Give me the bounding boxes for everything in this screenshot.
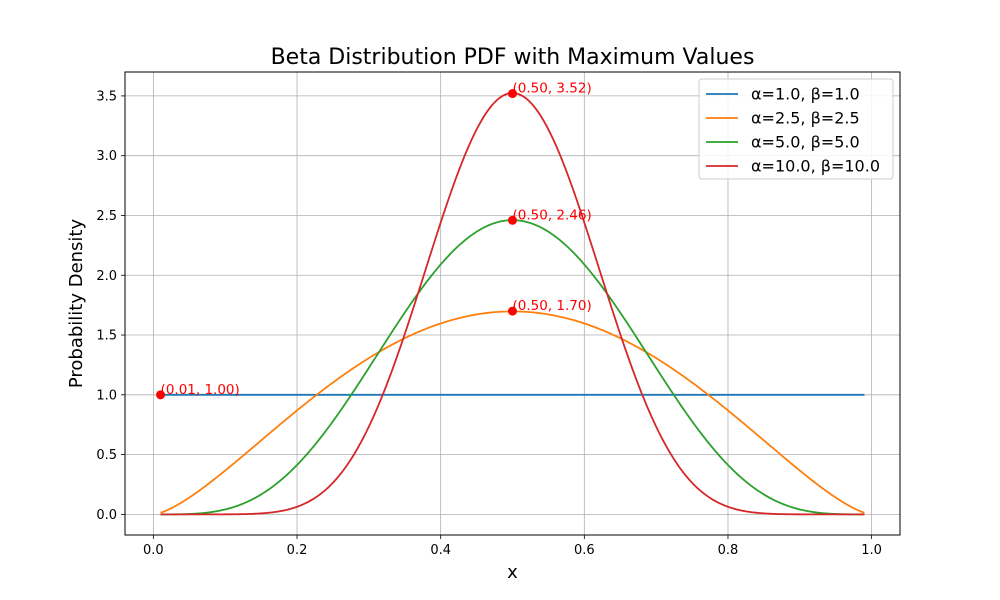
x-tick-label: 0.0	[143, 543, 164, 558]
legend-entry-label: α=1.0, β=1.0	[751, 85, 860, 104]
x-tick-label: 0.4	[430, 543, 451, 558]
max-point-marker	[508, 89, 517, 99]
chart-title: Beta Distribution PDF with Maximum Value…	[271, 45, 755, 70]
max-point-label: (0.01, 1.00)	[161, 382, 240, 398]
max-point-marker	[508, 306, 517, 316]
y-tick-label: 1.5	[96, 329, 117, 344]
max-points: (0.01, 1.00) (0.50, 1.70) (0.50, 2.46) (0.5…	[156, 81, 592, 400]
max-point-label: (0.50, 2.46)	[513, 207, 592, 223]
legend-entry-label: α=2.5, β=2.5	[751, 109, 860, 128]
x-tick-label: 0.2	[287, 543, 308, 558]
y-tick-label: 2.0	[96, 269, 117, 284]
y-axis-label: Probability Density	[66, 219, 87, 389]
x-tick-label: 0.8	[718, 543, 739, 558]
x-axis-label: x	[507, 562, 518, 583]
plot-frame	[124, 71, 901, 536]
series-line-2	[160, 219, 865, 516]
legend-entry-label: α=10.0, β=10.0	[751, 157, 880, 176]
max-point-label: (0.50, 1.70)	[513, 298, 592, 314]
y-tick-label: 1.0	[96, 388, 117, 403]
y-tick-label: 0.5	[96, 448, 117, 463]
max-point-label: (0.50, 3.52)	[513, 81, 592, 97]
series-line-1	[160, 310, 865, 514]
legend-entry-label: α=5.0, β=5.0	[751, 133, 860, 152]
y-tick-label: 2.5	[96, 209, 117, 224]
y-tick-label: 3.0	[96, 149, 117, 164]
x-tick-label: 0.6	[574, 543, 595, 558]
y-tick-label: 3.5	[96, 89, 117, 104]
x-tick-label: 1.0	[861, 543, 882, 558]
max-point-marker	[156, 390, 166, 400]
max-point-marker	[508, 215, 517, 225]
legend-box	[698, 78, 894, 180]
axis-ticks: 0.0 0.2 0.4 0.6 0.8 1.0 0.0 0.5 1.0 1.5 2.0 2.5 3.0 3…	[96, 89, 882, 558]
y-tick-label: 0.0	[96, 508, 117, 523]
legend: α=1.0, β=1.0 α=2.5, β=2.5 α=5.0, β=5.0 α=10…	[698, 78, 894, 180]
